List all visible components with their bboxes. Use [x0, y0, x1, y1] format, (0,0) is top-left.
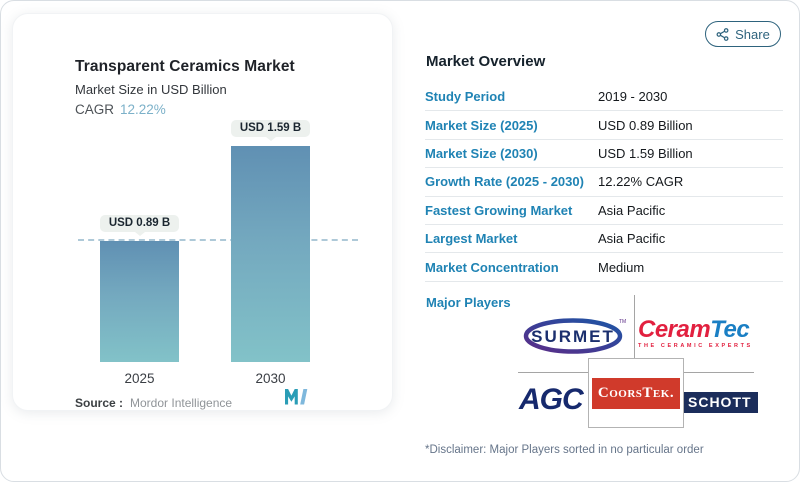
schott-logo: SCHOTT	[682, 392, 758, 413]
cagr-value: 12.22%	[120, 102, 166, 117]
surmet-tm-mark: TM	[619, 319, 626, 325]
row-label: Market Size (2030)	[425, 145, 538, 161]
ceramtec-tagline: THE CERAMIC EXPERTS	[638, 343, 753, 349]
share-icon	[716, 27, 729, 41]
x-axis-label: 2025	[124, 371, 155, 386]
surmet-logo: SURMET TM	[523, 318, 626, 354]
overview-heading: Market Overview	[426, 53, 546, 70]
ceramtec-logo: CeramTec THE CERAMIC EXPERTS	[638, 318, 754, 350]
bar-group: USD 1.59 B 2030	[230, 120, 311, 386]
bar-chart: USD 0.89 B 2025 USD 1.59 B 2030	[68, 120, 358, 386]
row-value: Asia Pacific	[598, 202, 666, 218]
source-row: Source : Mordor Intelligence	[75, 396, 232, 410]
share-button[interactable]: Share	[705, 21, 781, 47]
coorstek-logo: CoorsTek.	[592, 377, 680, 409]
surmet-logo-text: SURMET	[531, 327, 615, 346]
mordor-intelligence-logo-icon	[285, 389, 308, 405]
table-row: Market Size (2030) USD 1.59 Billion	[425, 140, 783, 169]
cagr-label: CAGR	[75, 102, 115, 117]
row-label: Largest Market	[425, 231, 518, 247]
chart-title: Transparent Ceramics Market	[75, 58, 295, 75]
bar-group: USD 0.89 B 2025	[99, 215, 180, 386]
source-label: Source :	[75, 396, 124, 410]
table-row: Market Size (2025) USD 0.89 Billion	[425, 111, 783, 140]
bar	[100, 241, 179, 362]
major-players-label: Major Players	[426, 295, 511, 310]
table-row: Study Period 2019 - 2030	[425, 83, 783, 112]
bar	[231, 146, 310, 362]
market-size-chart-card: Transparent Ceramics Market Market Size …	[12, 13, 393, 411]
chart-subtitle: Market Size in USD Billion	[75, 82, 227, 97]
row-label: Fastest Growing Market	[425, 202, 573, 218]
overview-table: Study Period 2019 - 2030 Market Size (20…	[425, 83, 783, 282]
x-axis-label: 2030	[255, 371, 286, 386]
row-label: Market Concentration	[425, 259, 559, 275]
agc-logo: AGC	[519, 383, 584, 416]
row-value: Asia Pacific	[598, 231, 666, 247]
table-row: Fastest Growing Market Asia Pacific	[425, 197, 783, 225]
table-row: Growth Rate (2025 - 2030) 12.22% CAGR	[425, 168, 783, 197]
bar-value-badge: USD 1.59 B	[230, 120, 311, 137]
row-label: Study Period	[425, 89, 506, 105]
disclaimer-text: *Disclaimer: Major Players sorted in no …	[425, 444, 704, 456]
table-row: Market Concentration Medium	[425, 253, 783, 282]
ceramtec-logo-part1: Ceram	[638, 316, 711, 343]
row-value: USD 1.59 Billion	[598, 145, 693, 161]
row-value: 12.22% CAGR	[598, 174, 684, 190]
row-value: 2019 - 2030	[598, 89, 668, 105]
chart-cagr: CAGR 12.22%	[75, 102, 166, 117]
share-label: Share	[735, 26, 770, 42]
logo-grid-vertical-divider	[634, 295, 635, 373]
coorstek-logo-text: CoorsTek.	[597, 384, 675, 401]
reference-line	[78, 239, 358, 241]
row-label: Growth Rate (2025 - 2030)	[425, 174, 584, 190]
row-label: Market Size (2025)	[425, 117, 538, 133]
ceramtec-logo-part2: Tec	[710, 316, 750, 343]
bar-value-badge: USD 0.89 B	[99, 215, 180, 232]
source-value: Mordor Intelligence	[130, 396, 233, 410]
table-row: Largest Market Asia Pacific	[425, 225, 783, 254]
row-value: USD 0.89 Billion	[598, 117, 693, 133]
coorstek-logo-box: CoorsTek.	[588, 358, 684, 428]
row-value: Medium	[598, 259, 645, 275]
